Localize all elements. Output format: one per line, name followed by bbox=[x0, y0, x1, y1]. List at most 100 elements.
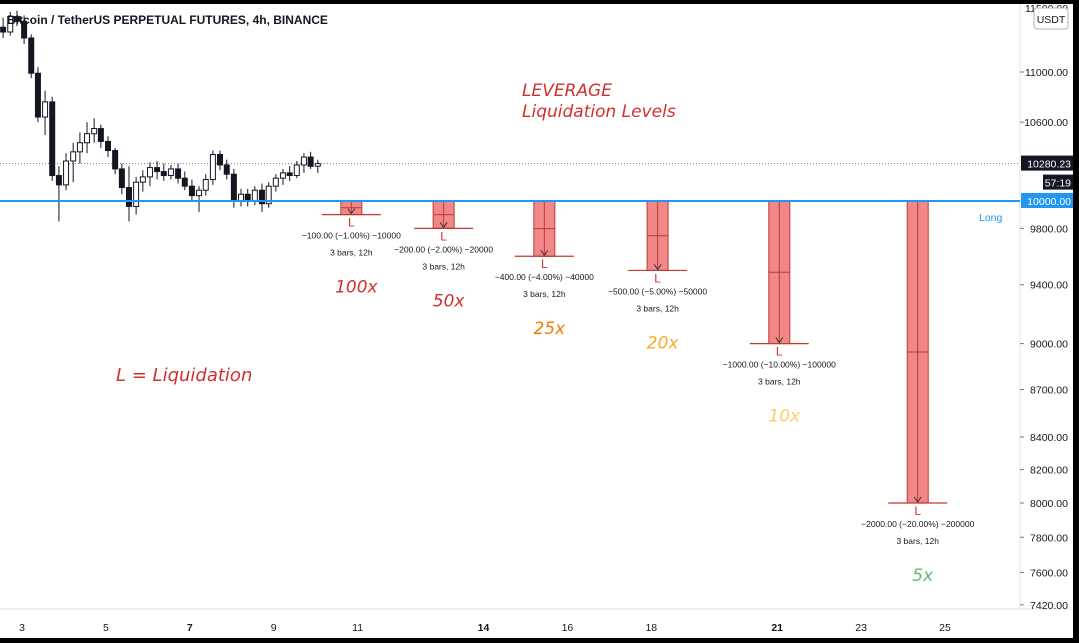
candle-body-down bbox=[112, 150, 119, 170]
leverage-heading: LEVERAGE bbox=[522, 81, 612, 101]
currency-label: USDT bbox=[1037, 14, 1066, 26]
time-tick-label: 5 bbox=[103, 622, 109, 634]
price-tick-label: 9800.00 bbox=[1030, 223, 1068, 235]
candle-body-down bbox=[0, 26, 7, 33]
leverage-subheading: Liquidation Levels bbox=[522, 102, 676, 122]
liquidation-stats: −500.00 (−5.00%) −50000 bbox=[608, 286, 707, 296]
candle bbox=[21, 15, 28, 45]
liquidation-arrow-head bbox=[775, 337, 784, 344]
liquidation-marker: L bbox=[541, 257, 548, 271]
price-tick-label: 7420.00 bbox=[1030, 600, 1068, 612]
candle bbox=[105, 136, 112, 158]
liquidation-level-25x[interactable]: L−400.00 (−4.00%) −40000 3 bars, 12h 25x bbox=[495, 200, 594, 339]
liquidation-level-10x[interactable]: L−1000.00 (−10.00%) −100000 3 bars, 12h 10… bbox=[723, 200, 836, 427]
candle-body-up bbox=[279, 172, 286, 179]
candle-body-down bbox=[118, 168, 125, 189]
liquidation-bars-label: 3 bars, 12h bbox=[330, 248, 373, 258]
time-tick-label: 23 bbox=[855, 622, 867, 634]
liquidation-marker: L bbox=[914, 504, 921, 518]
price-tick-label: 10600.00 bbox=[1024, 117, 1068, 129]
candle bbox=[209, 150, 216, 185]
leverage-label: 5x bbox=[912, 566, 934, 586]
candle-body-down bbox=[97, 128, 104, 142]
candle-body-down bbox=[55, 175, 62, 186]
candle-body-up bbox=[314, 163, 321, 167]
time-tick-label: 21 bbox=[771, 622, 783, 634]
liquidation-marker: L bbox=[348, 216, 355, 230]
liquidation-arrow-head bbox=[439, 222, 448, 229]
liquidation-level-100x[interactable]: L−100.00 (−1.00%) −10000 3 bars, 12h 100x bbox=[302, 200, 401, 298]
candle bbox=[279, 168, 286, 185]
liquidation-stats: −200.00 (−2.00%) −20000 bbox=[394, 244, 493, 254]
candle bbox=[314, 159, 321, 173]
candle bbox=[139, 170, 146, 192]
liquidation-legend-note: L = Liquidation bbox=[116, 365, 252, 386]
liquidation-marker: L bbox=[776, 345, 783, 359]
current-price-tag bbox=[1021, 155, 1073, 171]
liquidation-marker: L bbox=[440, 229, 447, 243]
leverage-label: 50x bbox=[433, 291, 466, 311]
candle bbox=[202, 174, 209, 196]
candle bbox=[76, 132, 83, 164]
price-tick-label: 8700.00 bbox=[1030, 384, 1068, 396]
leverage-label: 100x bbox=[335, 278, 378, 298]
time-tick-label: 14 bbox=[478, 622, 490, 634]
candle-body-up bbox=[91, 128, 98, 135]
candle-body-up bbox=[293, 164, 300, 177]
time-tick-label: 7 bbox=[187, 622, 193, 634]
entry-price-tag bbox=[1021, 193, 1073, 208]
candle-body-up bbox=[70, 151, 77, 162]
price-tick-label: 7800.00 bbox=[1030, 532, 1068, 544]
candle bbox=[13, 10, 20, 27]
candle bbox=[118, 163, 125, 195]
currency-box[interactable] bbox=[1033, 7, 1069, 30]
candle-body-down bbox=[125, 187, 132, 207]
candle-body-up bbox=[167, 168, 174, 177]
candle-body-up bbox=[196, 189, 203, 197]
candle-body-up bbox=[202, 179, 209, 191]
candle-body-down bbox=[258, 189, 265, 205]
liquidation-level-20x[interactable]: L−500.00 (−5.00%) −50000 3 bars, 12h 20x bbox=[608, 200, 707, 353]
liquidation-arrow-head bbox=[653, 264, 662, 271]
candle-body-down bbox=[286, 172, 293, 177]
price-tick-label: 9400.00 bbox=[1030, 280, 1068, 292]
candle bbox=[91, 118, 98, 143]
candle bbox=[112, 147, 119, 175]
candle-body-down bbox=[307, 156, 314, 167]
candle bbox=[160, 163, 167, 181]
candle bbox=[7, 11, 14, 36]
candles-group bbox=[0, 10, 321, 222]
candle bbox=[146, 162, 153, 187]
candle-body-down bbox=[105, 140, 112, 152]
liquidation-bars-label: 3 bars, 12h bbox=[896, 536, 939, 546]
leverage-label: 25x bbox=[533, 319, 566, 339]
candle bbox=[258, 183, 265, 212]
liquidation-arrow-head bbox=[913, 496, 922, 503]
candle-body-down bbox=[154, 167, 161, 173]
price-tick-label: 9000.00 bbox=[1030, 339, 1068, 351]
candle-body-down bbox=[217, 153, 224, 166]
liquidation-stats: −1000.00 (−10.00%) −100000 bbox=[723, 360, 836, 370]
current-price-tag-text: 10280.23 bbox=[1027, 159, 1071, 171]
candle bbox=[217, 150, 224, 171]
candle bbox=[49, 96, 56, 181]
candle bbox=[286, 166, 293, 181]
candle bbox=[300, 153, 307, 173]
candle bbox=[181, 171, 188, 191]
liquidation-marker: L bbox=[654, 271, 661, 285]
time-tick-label: 18 bbox=[645, 622, 657, 634]
candle-body-down bbox=[34, 72, 41, 118]
time-axis[interactable]: 3 5 7 9 11 14 16 18 21 23 25 bbox=[19, 622, 951, 634]
candle-body-up bbox=[209, 153, 216, 181]
candle bbox=[293, 160, 300, 179]
candle-body-down bbox=[21, 20, 28, 39]
price-tick-label: 8400.00 bbox=[1030, 432, 1068, 444]
candle bbox=[154, 160, 161, 180]
liquidation-bars-label: 3 bars, 12h bbox=[422, 261, 465, 271]
leverage-label: 20x bbox=[647, 333, 680, 353]
price-axis[interactable]: 11500.0011000.0010600.009800.009400.0090… bbox=[1020, 3, 1068, 612]
candle bbox=[28, 34, 35, 79]
candle-body-up bbox=[300, 156, 307, 166]
